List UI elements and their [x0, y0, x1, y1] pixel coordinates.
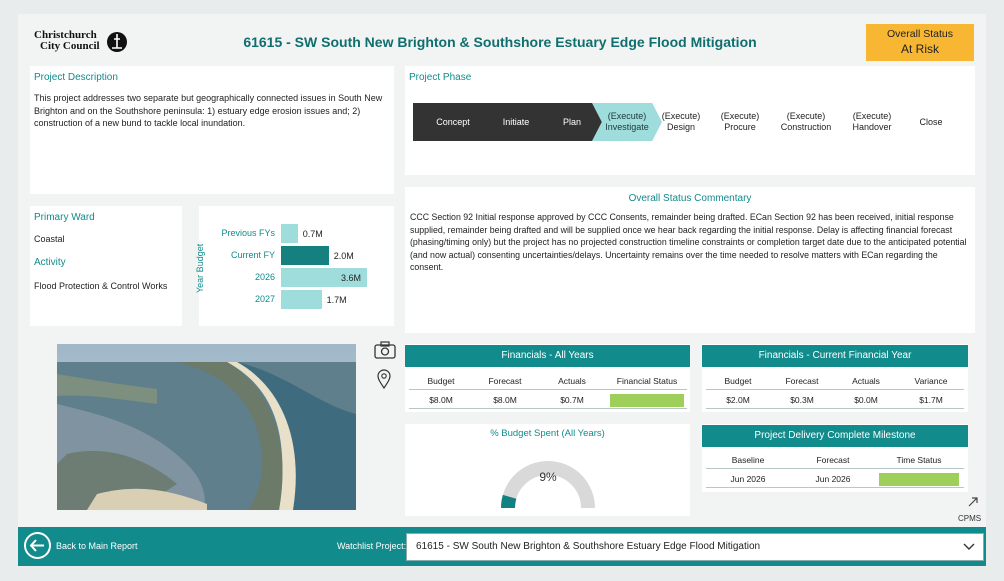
budget-bar: [281, 224, 298, 243]
project-description-card: Project Description This project address…: [30, 66, 394, 194]
project-phase-title: Project Phase: [409, 72, 472, 83]
activity-label: Activity: [34, 256, 66, 268]
overall-status-badge: Overall Status At Risk: [866, 24, 974, 61]
ward-activity-card: Primary Ward Coastal Activity Flood Prot…: [30, 206, 182, 326]
logo-line-2: City Council: [40, 40, 100, 52]
fin-cur-actuals-value: $0.0M: [854, 395, 878, 405]
milestone-header-forecast: Forecast: [816, 455, 850, 465]
status-commentary-text: CCC Section 92 Initial response approved…: [410, 212, 967, 272]
cpms-link-icon[interactable]: [966, 495, 980, 509]
financials-all-years-title: Financials - All Years: [405, 345, 690, 367]
project-aerial-photo: [57, 344, 356, 510]
primary-ward-label: Primary Ward: [34, 212, 95, 223]
budget-bar-value: 0.7M: [302, 229, 323, 239]
status-label: Overall Status: [887, 28, 953, 40]
time-status-indicator: [879, 473, 959, 486]
page-title: 61615 - SW South New Brighton & Southsho…: [243, 34, 757, 50]
phase-chevrons: Concept Initiate Plan (Execute) Investiga…: [413, 103, 973, 141]
budget-bar-label: Previous FYs: [221, 228, 275, 238]
watchlist-project-dropdown[interactable]: 61615 - SW South New Brighton & Southsho…: [406, 533, 984, 561]
arrow-left-icon: [29, 539, 44, 552]
milestone-baseline-value: Jun 2026: [730, 474, 766, 484]
fin-cur-budget-value: $2.0M: [726, 395, 750, 405]
budget-bar-value: 3.6M: [341, 273, 362, 283]
budget-bar: [281, 246, 329, 265]
fin-cur-header-forecast: Forecast: [785, 376, 819, 386]
budget-spent-title: % Budget Spent (All Years): [490, 428, 605, 439]
fin-cur-forecast-value: $0.3M: [790, 395, 814, 405]
budget-spent-gauge-card: % Budget Spent (All Years) 9%: [405, 424, 690, 516]
project-description-text: This project addresses two separate but …: [34, 93, 383, 128]
milestone-table: Baseline Forecast Time Status Jun 2026 J…: [706, 453, 964, 488]
gauge-fill: [501, 494, 517, 509]
fin-cur-variance-value: $1.7M: [919, 395, 943, 405]
fin-all-forecast-value: $8.0M: [493, 395, 517, 405]
back-to-main-report-link[interactable]: Back to Main Report: [56, 541, 138, 551]
fin-all-header-forecast: Forecast: [488, 376, 522, 386]
watchlist-label: Watchlist Project:: [337, 541, 407, 551]
activity-value: Flood Protection & Control Works: [34, 280, 168, 291]
status-commentary-card: Overall Status Commentary CCC Section 92…: [405, 187, 975, 333]
fin-cur-header-actuals: Actuals: [852, 376, 880, 386]
phase-step-construction: (Execute) Construction: [780, 111, 832, 132]
fin-cur-header-variance: Variance: [914, 376, 948, 386]
status-commentary-title: Overall Status Commentary: [628, 193, 752, 204]
logo-line-1: Christchurch: [34, 29, 97, 41]
phase-step-close: Close: [919, 116, 943, 127]
map-pin-icon[interactable]: [377, 369, 391, 390]
financial-status-indicator: [610, 394, 684, 407]
fin-all-header-budget: Budget: [427, 376, 455, 386]
phase-step-concept: Concept: [413, 103, 493, 141]
budget-bar-label: Current FY: [230, 250, 275, 260]
ccc-logo: Christchurch City Council: [34, 29, 127, 56]
financials-all-years-table: Budget Forecast Actuals Financial Status…: [409, 374, 687, 409]
cathedral-logo-icon: [107, 32, 127, 52]
milestone-title: Project Delivery Complete Milestone: [702, 425, 968, 447]
fin-cur-header-budget: Budget: [724, 376, 752, 386]
cpms-label[interactable]: CPMS: [958, 514, 982, 523]
fin-all-actuals-value: $0.7M: [560, 395, 584, 405]
phase-step-procure: (Execute) Procure: [720, 111, 760, 132]
phase-step-initiate: Initiate: [480, 103, 552, 141]
budget-bar: [281, 268, 367, 287]
phase-step-investigate: (Execute) Investigate: [592, 103, 662, 141]
budget-bar-value: 2.0M: [333, 251, 354, 261]
phase-step-handover: (Execute) Handover: [852, 111, 892, 132]
phase-step-design: (Execute) Design: [661, 111, 701, 132]
milestone-forecast-value: Jun 2026: [815, 474, 851, 484]
budget-spent-gauge: [501, 461, 595, 509]
budget-bar-value: 1.7M: [326, 295, 347, 305]
milestone-header-baseline: Baseline: [731, 455, 765, 465]
fin-all-budget-value: $8.0M: [429, 395, 453, 405]
year-budget-bars: Previous FYs 0.7M Current FY 2.0M 2026 3.6M 20…: [205, 224, 390, 316]
budget-bar: [281, 290, 322, 309]
milestone-header-time-status: Time Status: [896, 455, 942, 465]
budget-bar-label: 2027: [254, 294, 275, 304]
chevron-down-icon: [963, 543, 975, 550]
primary-ward-value: Coastal: [34, 234, 65, 244]
budget-bar-label: 2026: [254, 272, 275, 282]
status-value: At Risk: [900, 42, 939, 56]
financials-current-fy-table: Budget Forecast Actuals Variance $2.0M $…: [706, 374, 964, 409]
budget-spent-value: 9%: [539, 470, 557, 484]
watchlist-selected-value: 61615 - SW South New Brighton & Southsho…: [416, 541, 761, 552]
fin-all-header-status: Financial Status: [616, 376, 678, 386]
project-description-title: Project Description: [34, 72, 118, 83]
financials-current-fy-title: Financials - Current Financial Year: [702, 345, 968, 367]
fin-all-header-actuals: Actuals: [558, 376, 586, 386]
phase-step-plan: Plan: [539, 103, 605, 141]
back-button[interactable]: [24, 532, 51, 559]
camera-icon[interactable]: [374, 341, 396, 359]
